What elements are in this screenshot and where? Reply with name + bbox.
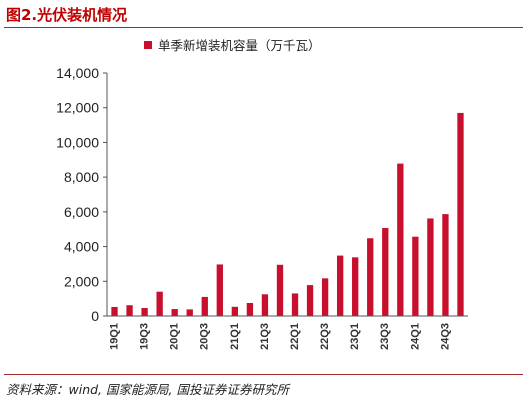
x-tick-label: 19Q1 — [108, 323, 120, 350]
y-tick-label: 8,000 — [64, 169, 99, 185]
bar — [382, 227, 389, 316]
y-tick-label: 0 — [91, 308, 99, 324]
bar — [141, 308, 148, 316]
y-tick-label: 6,000 — [64, 204, 99, 220]
x-tick-label: 22Q1 — [289, 323, 301, 350]
x-tick-label: 23Q1 — [349, 323, 361, 350]
legend-swatch — [144, 41, 152, 49]
x-tick-label: 22Q3 — [319, 323, 331, 350]
source-note: 资料来源：wind, 国家能源局, 国投证券证券研究所 — [6, 382, 289, 397]
source-rule — [4, 374, 523, 375]
x-tick-label: 20Q1 — [169, 323, 181, 350]
bar — [427, 218, 434, 316]
figure-title: 图2.光伏装机情况 — [6, 6, 128, 24]
bar — [336, 255, 344, 316]
y-tick-label: 12,000 — [56, 100, 99, 116]
bar — [171, 309, 178, 316]
legend-label: 单季新增装机容量（万千瓦） — [158, 38, 321, 53]
legend: 单季新增装机容量（万千瓦） — [144, 38, 321, 53]
y-tick-label: 2,000 — [64, 273, 99, 289]
bar — [291, 293, 299, 316]
y-axis: 0 2,000 4,000 6,000 8,000 10,000 12,000 14,000 — [56, 65, 108, 324]
x-tick-label: 24Q3 — [439, 323, 451, 350]
bar — [321, 278, 329, 316]
bar — [397, 163, 404, 316]
bar — [457, 112, 464, 317]
bar — [216, 264, 223, 316]
bar — [306, 285, 314, 316]
bar — [111, 306, 118, 316]
bar — [352, 257, 359, 316]
bar — [201, 296, 208, 316]
x-tick-label: 21Q1 — [229, 323, 241, 350]
x-tick-label: 23Q3 — [379, 323, 391, 350]
x-tick-label: 20Q3 — [199, 323, 211, 350]
bar — [412, 236, 419, 316]
y-tick-label: 14,000 — [56, 65, 99, 81]
title-rule — [4, 27, 523, 28]
bars — [111, 112, 464, 317]
bar — [442, 214, 449, 316]
bar — [261, 294, 269, 316]
y-tick-label: 10,000 — [56, 134, 99, 150]
y-tick-label: 4,000 — [64, 239, 99, 255]
bar — [231, 306, 239, 316]
bar — [367, 238, 374, 316]
bar — [276, 264, 284, 316]
bar — [156, 291, 163, 316]
x-tick-label: 21Q3 — [259, 323, 271, 350]
x-axis: 19Q1 19Q3 20Q1 20Q3 21Q1 21Q3 22Q1 22Q3 23Q1 23Q3… — [107, 315, 468, 350]
bar — [186, 309, 193, 316]
bar — [246, 302, 254, 316]
x-tick-label: 19Q3 — [139, 323, 151, 350]
x-tick-label: 24Q1 — [409, 323, 421, 350]
bar — [126, 305, 133, 316]
